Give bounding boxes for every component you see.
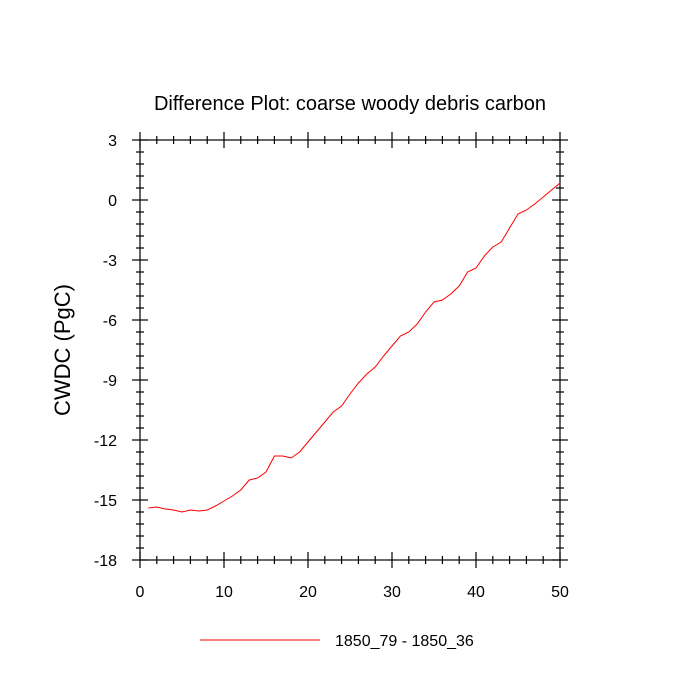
x-tick-label: 20 [299, 584, 317, 601]
legend-label: 1850_79 - 1850_36 [335, 633, 474, 650]
x-tick-label: 0 [136, 584, 145, 601]
series-line-0 [148, 182, 561, 513]
y-tick-label: -6 [103, 313, 117, 330]
x-tick-label: 50 [551, 584, 569, 601]
legend: 1850_79 - 1850_36 [200, 633, 474, 650]
y-tick-label: 3 [108, 133, 117, 150]
x-tick-label: 30 [383, 584, 401, 601]
y-tick-label: -3 [103, 253, 117, 270]
chart-title: Difference Plot: coarse woody debris car… [154, 93, 546, 115]
axis-ticks [132, 132, 568, 568]
y-tick-label: 0 [108, 193, 117, 210]
plot-frame [139, 139, 561, 561]
y-axis-label: CWDC (PgC) [50, 284, 75, 416]
y-tick-label: -9 [103, 373, 117, 390]
y-tick-label: -12 [94, 433, 117, 450]
y-tick-label: -18 [94, 553, 117, 570]
series-group [148, 182, 561, 513]
y-tick-label: -15 [94, 493, 117, 510]
x-tick-label: 10 [215, 584, 233, 601]
x-tick-label: 40 [467, 584, 485, 601]
